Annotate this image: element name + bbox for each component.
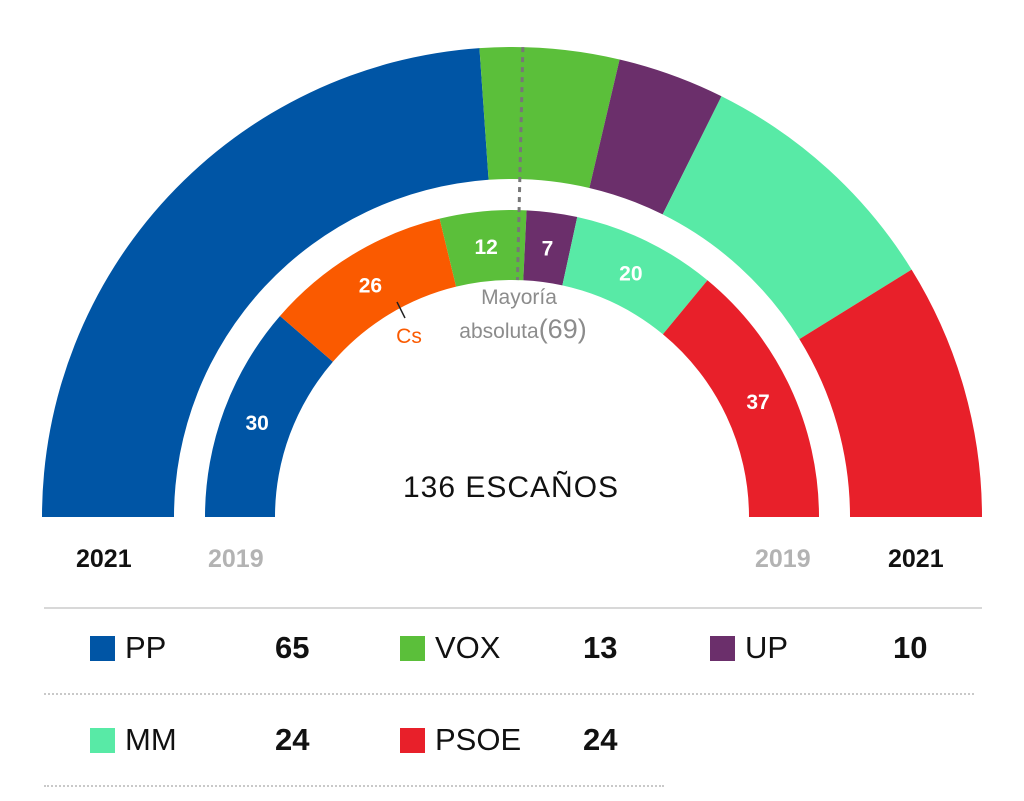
segment-2021-pp <box>42 48 489 518</box>
cs-annotation: Cs <box>396 325 422 348</box>
segment-2021-mm <box>662 96 912 340</box>
segment-2019-pp <box>205 315 333 517</box>
segment-label-2019-psoe: 37 <box>746 391 769 414</box>
year-label-2021-left: 2021 <box>76 545 132 573</box>
legend-swatch-pp <box>90 636 115 661</box>
legend-value-pp: 65 <box>275 630 310 665</box>
inner-ring-labels: 30 26 12 7 20 37 <box>245 236 769 435</box>
segment-label-2019-up: 7 <box>542 237 554 260</box>
segment-label-2019-pp: 30 <box>245 412 268 435</box>
legend-swatch-mm <box>90 728 115 753</box>
legend-value-vox: 13 <box>583 630 618 665</box>
inner-ring-2019 <box>205 210 819 517</box>
legend-row-divider <box>44 693 974 695</box>
year-label-2021-right: 2021 <box>888 545 944 573</box>
majority-label-word: absoluta <box>459 320 539 343</box>
legend-value-up: 10 <box>893 630 928 665</box>
majority-line <box>515 47 525 281</box>
segment-label-2019-cs: 26 <box>359 275 382 298</box>
legend-value-mm: 24 <box>275 722 310 757</box>
year-label-2019-left: 2019 <box>208 545 264 573</box>
majority-value: (69) <box>539 314 587 344</box>
legend-swatch-up <box>710 636 735 661</box>
segment-2019-vox <box>439 210 527 287</box>
legend-name-vox: VOX <box>435 630 501 665</box>
outer-ring-2021 <box>42 47 982 518</box>
cs-leader-line <box>396 301 406 319</box>
majority-label-line2: absoluta(69) <box>459 314 586 344</box>
segment-label-2019-mm: 20 <box>619 262 642 285</box>
legend-top-divider <box>44 607 982 609</box>
legend-name-psoe: PSOE <box>435 722 522 757</box>
segment-2019-cs <box>279 218 457 362</box>
segment-2019-psoe <box>662 280 819 517</box>
segment-2019-mm <box>562 217 708 335</box>
segment-2019-up <box>523 210 578 286</box>
legend-bottom-divider <box>44 785 664 787</box>
segment-2021-up <box>589 59 722 215</box>
hemicycle-chart: 30 26 12 7 20 37 Mayoría absoluta(69) Cs 136 … <box>42 47 982 518</box>
year-label-2019-right: 2019 <box>755 545 811 573</box>
legend-swatch-psoe <box>400 728 425 753</box>
legend-name-mm: MM <box>125 722 177 757</box>
legend-swatch-vox <box>400 636 425 661</box>
segment-label-2019-vox: 12 <box>474 236 497 259</box>
majority-label: Mayoría <box>481 286 557 309</box>
legend-name-up: UP <box>745 630 789 665</box>
legend-value-psoe: 24 <box>583 722 618 757</box>
segment-2021-vox <box>479 47 620 188</box>
legend-name-pp: PP <box>125 630 167 665</box>
total-seats-label: 136 ESCAÑOS <box>403 470 619 504</box>
segment-2021-psoe <box>799 269 982 517</box>
